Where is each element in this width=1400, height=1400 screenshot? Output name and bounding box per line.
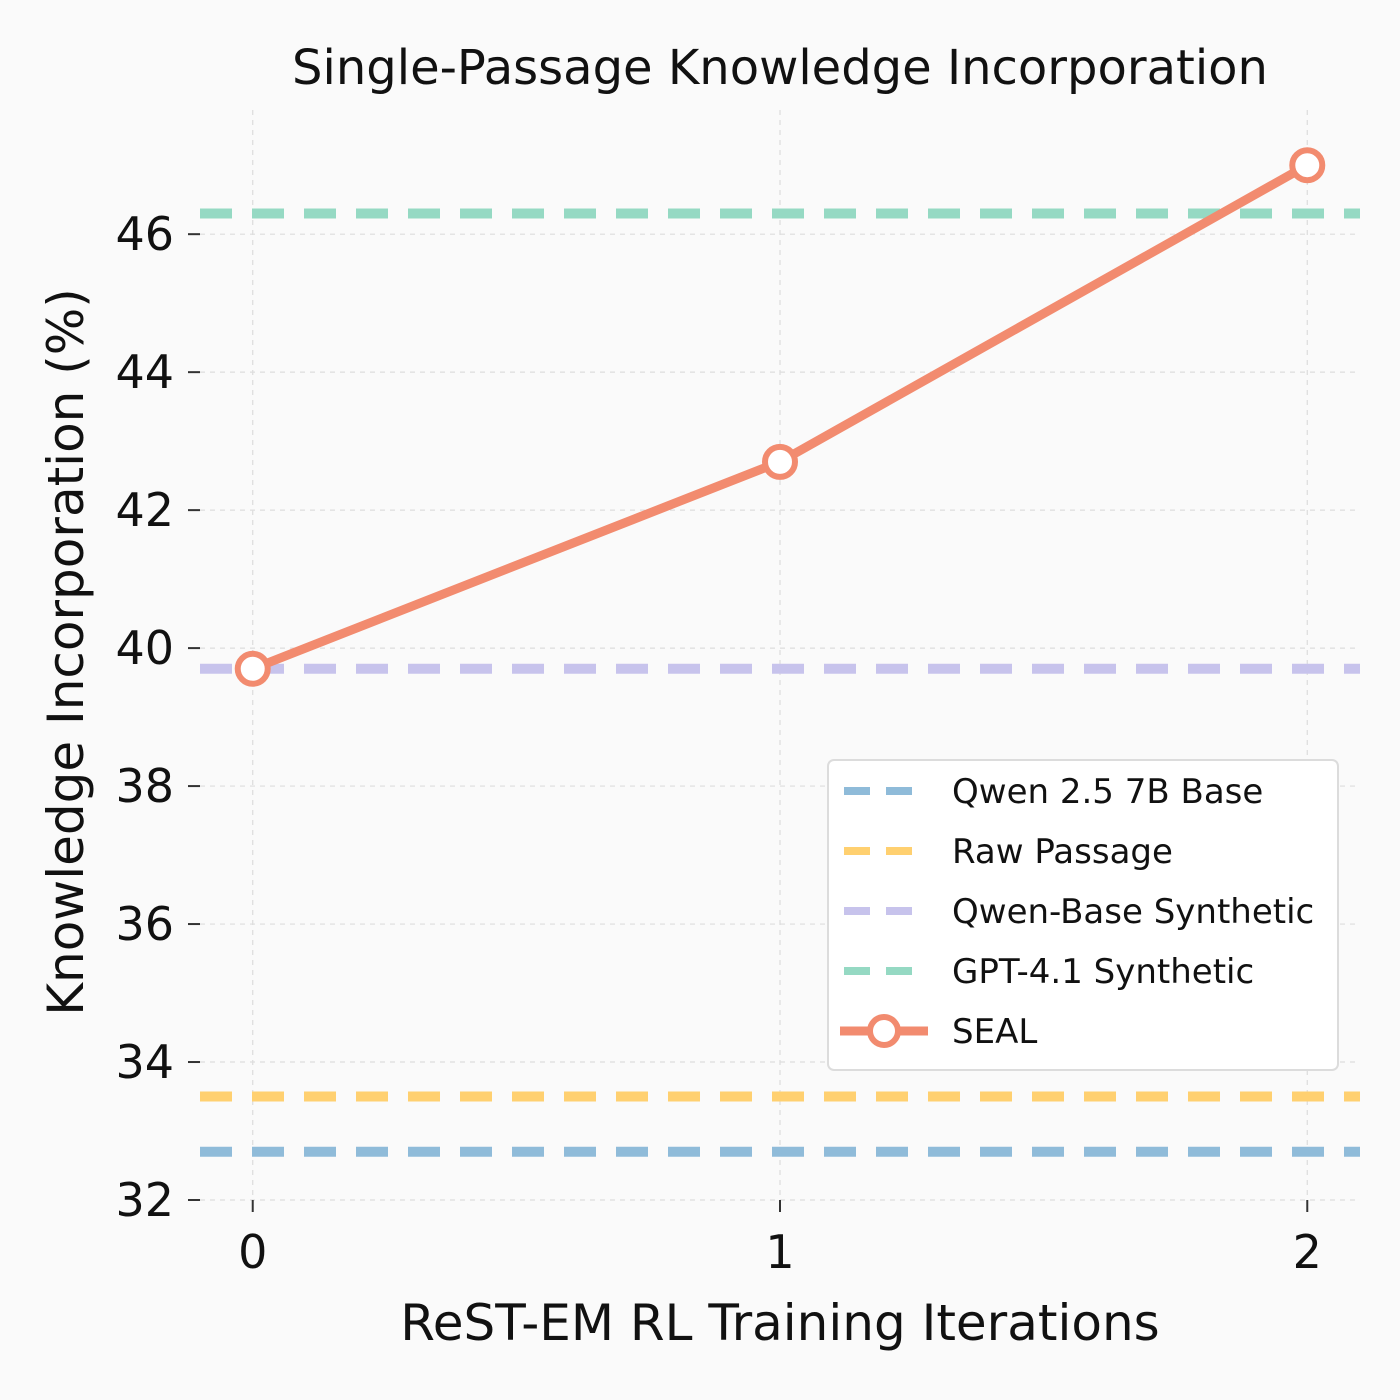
x-tick-label: 1 — [765, 1225, 794, 1279]
legend-marker — [867, 1014, 901, 1048]
baselines — [200, 208, 1360, 1157]
y-tick-label: 36 — [115, 897, 174, 951]
x-tick-label: 2 — [1293, 1225, 1322, 1279]
series — [234, 147, 1326, 687]
y-tick-label: 44 — [115, 345, 174, 399]
legend: Qwen 2.5 7B Base Raw Passage Qwen-Base Syn… — [827, 759, 1339, 1071]
x-tick-label: 0 — [238, 1225, 267, 1279]
series-point — [1289, 147, 1326, 184]
legend-label: GPT-4.1 Synthetic — [952, 952, 1254, 992]
y-tick-label: 32 — [115, 1173, 174, 1227]
y-tick-label: 42 — [115, 483, 174, 537]
legend-label: Raw Passage — [952, 832, 1173, 872]
chart-title: Single-Passage Knowledge Incorporation — [292, 40, 1268, 96]
y-tick-label: 38 — [115, 759, 174, 813]
legend-box — [827, 759, 1339, 1071]
grid — [200, 110, 1360, 1201]
y-tick-label: 40 — [115, 621, 174, 675]
y-axis-label: Knowledge Incorporation (%) — [37, 288, 95, 1016]
legend-label: Qwen-Base Synthetic — [952, 892, 1314, 932]
y-tick-label: 34 — [115, 1035, 174, 1089]
legend-label: Qwen 2.5 7B Base — [952, 772, 1263, 812]
y-tick-label: 46 — [115, 207, 174, 261]
axes: 32 34 36 38 40 42 44 46 0 1 2 — [115, 207, 1321, 1279]
legend-label: SEAL — [952, 1012, 1037, 1052]
series-point — [234, 650, 271, 687]
x-axis-label: ReST-EM RL Training Iterations — [400, 1294, 1159, 1352]
series-point — [762, 443, 798, 480]
